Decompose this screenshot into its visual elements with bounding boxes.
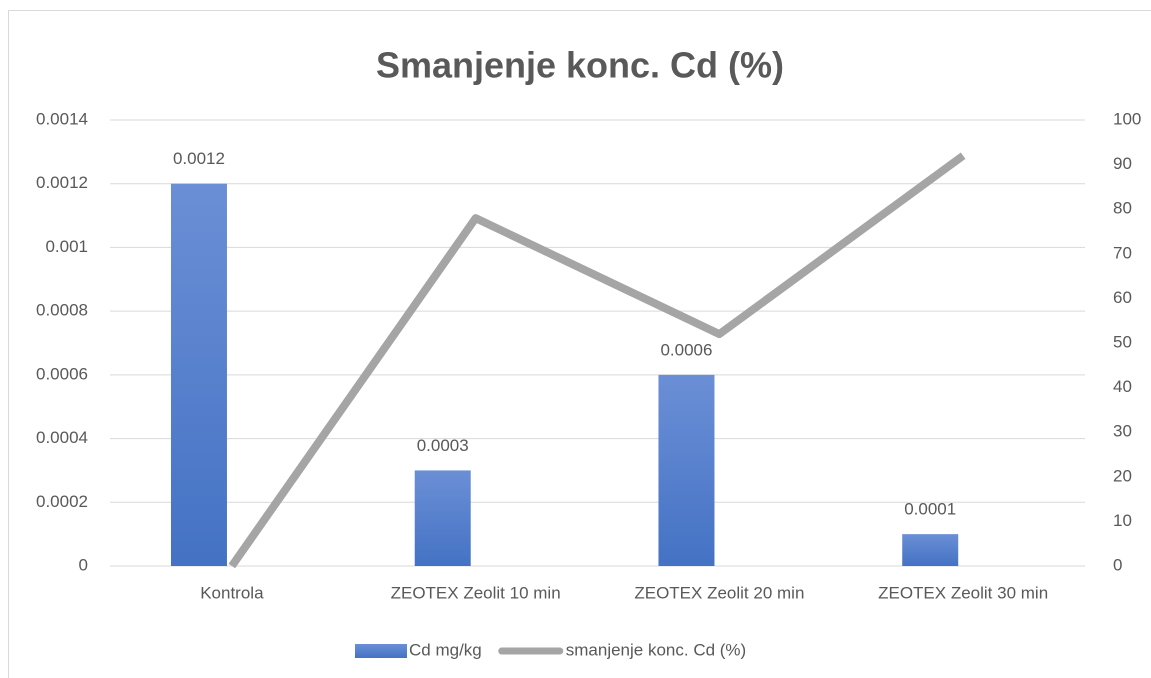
y-tick-label: 0.0008 [36,301,88,320]
x-tick-label: ZEOTEX Zeolit 10 min [391,583,561,602]
y2-tick-label: 70 [1113,243,1132,262]
y-tick-label: 0 [79,555,88,574]
y2-tick-label: 30 [1113,422,1132,441]
y-tick-label: 0.0012 [36,173,88,192]
y2-tick-label: 80 [1113,199,1132,218]
y2-tick-label: 50 [1113,332,1132,351]
y2-tick-label: 60 [1113,288,1132,307]
data-label: 0.0012 [173,149,225,168]
y2-tick-label: 40 [1113,377,1132,396]
chart-title: Smanjenje konc. Cd (%) [376,45,784,86]
bar [170,183,227,566]
y-tick-label: 0.0002 [36,492,88,511]
legend-label: smanjenje konc. Cd (%) [566,640,746,659]
data-label: 0.0003 [417,436,469,455]
bar [902,534,959,566]
data-label: 0.0001 [904,500,956,519]
y-tick-label: 0.0006 [36,364,88,383]
y2-tick-label: 0 [1113,555,1122,574]
legend-swatch [355,644,407,658]
legend-label: Cd mg/kg [409,640,482,659]
line [228,152,966,569]
y2-tick-label: 100 [1113,109,1141,128]
y-tick-label: 0.0004 [36,428,88,447]
y2-tick-label: 90 [1113,154,1132,173]
x-tick-label: ZEOTEX Zeolit 20 min [634,583,804,602]
bar [414,470,471,566]
y-tick-label: 0.001 [45,237,88,256]
bar [658,374,715,566]
x-tick-label: ZEOTEX Zeolit 30 min [878,583,1048,602]
data-label: 0.0006 [660,340,712,359]
x-tick-label: Kontrola [200,583,264,602]
y2-tick-label: 10 [1113,511,1132,530]
y-tick-label: 0.0014 [36,109,88,128]
y2-tick-label: 20 [1113,466,1132,485]
